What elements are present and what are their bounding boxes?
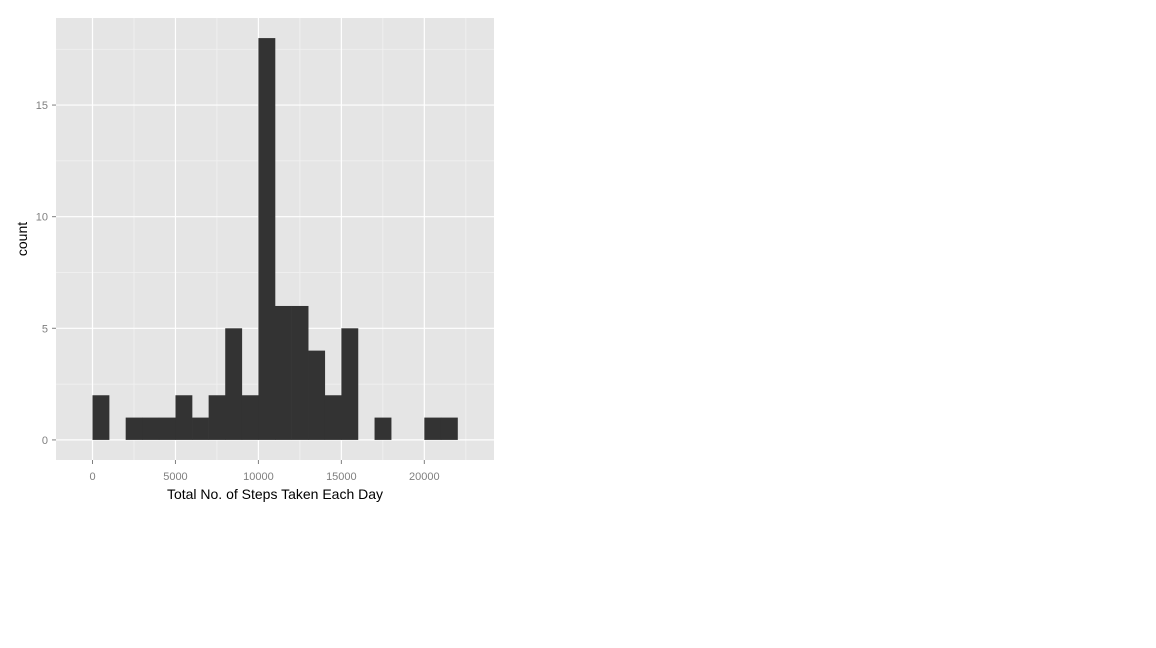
histogram-bar xyxy=(241,395,259,440)
axis-tick-labels: 0 5000 10000 15000 20000 0 5 10 15 xyxy=(36,100,440,483)
x-tick-label: 15000 xyxy=(326,471,357,483)
histogram-bar xyxy=(142,417,160,440)
histogram-bar xyxy=(225,328,243,440)
x-tick-label: 10000 xyxy=(243,471,274,483)
y-tick-label: 0 xyxy=(42,435,48,447)
histogram-bar xyxy=(158,417,176,440)
histogram-bar xyxy=(374,417,392,440)
histogram-bar xyxy=(424,417,442,440)
histogram-bar xyxy=(275,305,292,440)
y-tick-label: 15 xyxy=(36,100,48,112)
y-tick-label: 5 xyxy=(42,323,48,335)
histogram-bars xyxy=(92,38,458,440)
histogram-bar xyxy=(125,417,143,440)
y-axis-title: count xyxy=(14,222,30,256)
y-tick-label: 10 xyxy=(36,212,48,224)
histogram-bar xyxy=(92,395,110,440)
histogram-bar xyxy=(308,350,326,440)
histogram-bar xyxy=(291,305,309,440)
axis-ticks xyxy=(52,104,425,464)
histogram-bar xyxy=(341,328,359,440)
histogram-bar xyxy=(208,395,226,440)
histogram-bar xyxy=(440,417,458,440)
histogram-bar xyxy=(324,395,342,440)
x-tick-label: 5000 xyxy=(163,471,187,483)
x-tick-label: 0 xyxy=(89,471,95,483)
histogram-bar xyxy=(192,417,209,440)
x-axis-title: Total No. of Steps Taken Each Day xyxy=(167,486,383,502)
histogram-bar xyxy=(258,38,276,440)
histogram-bar xyxy=(175,395,193,440)
x-tick-label: 20000 xyxy=(409,471,440,483)
